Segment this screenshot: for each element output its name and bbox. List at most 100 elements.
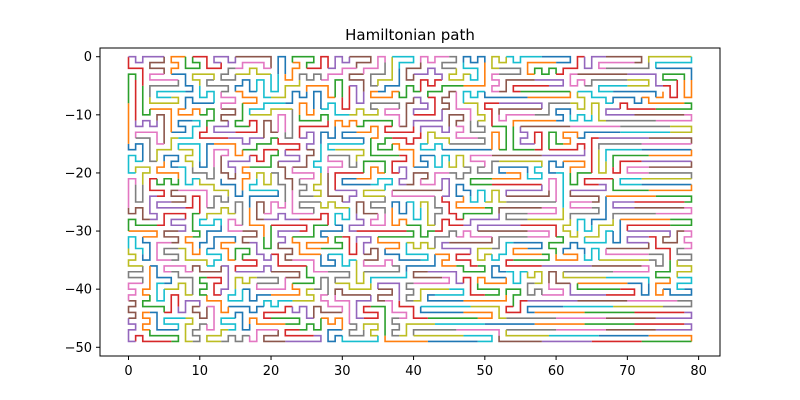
path-segment — [249, 108, 293, 116]
path-segment — [320, 102, 350, 116]
path-segment — [612, 178, 649, 192]
path-segment — [369, 102, 401, 110]
path-segment — [526, 166, 543, 180]
path-segment — [476, 283, 500, 296]
y-tick-label: 0 — [84, 50, 92, 65]
path-segment — [662, 288, 693, 296]
path-segment — [328, 270, 351, 284]
path-segment — [149, 195, 158, 221]
path-segment — [506, 270, 528, 285]
path-segment — [455, 125, 478, 139]
path-segment — [499, 160, 543, 168]
path-segment — [263, 119, 279, 139]
path-segment — [305, 84, 336, 99]
path-segment — [377, 236, 401, 250]
path-segment — [449, 166, 472, 180]
path-segment — [299, 318, 322, 331]
path-segment — [419, 125, 451, 134]
path-segment — [448, 154, 465, 168]
path-segment — [127, 236, 144, 255]
path-segment — [583, 177, 614, 186]
path-segment — [555, 108, 572, 122]
path-segment — [206, 195, 230, 209]
path-segment — [398, 166, 408, 186]
path-segment — [434, 218, 464, 232]
path-segment — [391, 154, 408, 174]
path-segment — [384, 335, 428, 343]
y-tick-label: −40 — [65, 283, 92, 298]
path-segment — [612, 160, 642, 174]
path-segment — [512, 119, 557, 127]
path-segment — [377, 288, 393, 302]
path-segment — [476, 224, 521, 232]
path-segment — [335, 282, 372, 290]
path-segment — [299, 212, 329, 226]
path-segment — [163, 154, 180, 168]
path-segment — [191, 265, 222, 273]
path-segment — [626, 236, 649, 244]
path-segment — [569, 172, 592, 186]
path-segment — [462, 55, 486, 64]
path-segment — [213, 148, 230, 168]
path-segment — [235, 67, 272, 75]
path-segment — [263, 329, 286, 343]
path-segment — [271, 172, 287, 202]
path-segment — [605, 62, 650, 70]
path-segment — [662, 73, 686, 81]
path-segment — [584, 219, 614, 238]
path-segment — [163, 317, 186, 330]
path-segment — [683, 230, 693, 250]
path-segment — [605, 276, 650, 284]
path-segment — [312, 172, 322, 197]
path-segment — [127, 218, 158, 232]
path-segment — [505, 212, 528, 221]
path-segment — [462, 207, 493, 220]
path-segment — [655, 195, 693, 203]
path-segment — [349, 55, 372, 69]
path-segment — [199, 108, 215, 127]
path-segment — [234, 311, 251, 331]
path-segment — [469, 177, 492, 186]
path-segment — [569, 201, 592, 209]
path-segment — [598, 149, 607, 174]
path-segment — [128, 55, 165, 64]
path-segment — [405, 282, 415, 302]
path-segment — [312, 143, 322, 173]
path-segment — [412, 329, 457, 336]
path-segment — [398, 84, 421, 99]
path-segment — [505, 184, 543, 197]
path-segment — [328, 253, 357, 267]
path-segment — [583, 55, 606, 70]
path-segment — [206, 276, 222, 296]
path-segment — [377, 230, 415, 238]
path-segment — [227, 155, 251, 173]
path-segment — [491, 73, 500, 93]
path-segment — [127, 265, 144, 284]
path-segment — [271, 270, 301, 279]
path-segment — [434, 230, 458, 249]
path-segment — [327, 172, 344, 202]
path-segment — [555, 253, 579, 261]
path-segment — [227, 218, 243, 232]
path-segment — [406, 224, 435, 238]
path-segment — [285, 90, 308, 105]
path-segment — [213, 120, 236, 134]
path-segment — [534, 79, 565, 87]
path-segment — [255, 79, 272, 99]
path-segment — [563, 160, 586, 173]
path-segment — [463, 213, 500, 227]
path-segment — [369, 90, 400, 99]
path-segment — [370, 177, 393, 191]
path-segment — [213, 55, 237, 64]
path-segment — [605, 55, 643, 64]
path-segment — [255, 201, 265, 221]
path-segment — [362, 160, 386, 173]
path-segment — [627, 73, 663, 87]
path-segment — [263, 299, 293, 308]
path-segment — [534, 102, 571, 116]
path-segment — [512, 84, 549, 93]
path-segment — [291, 305, 314, 320]
path-segment — [527, 207, 557, 215]
path-segment — [328, 55, 351, 70]
path-segment — [655, 67, 693, 80]
